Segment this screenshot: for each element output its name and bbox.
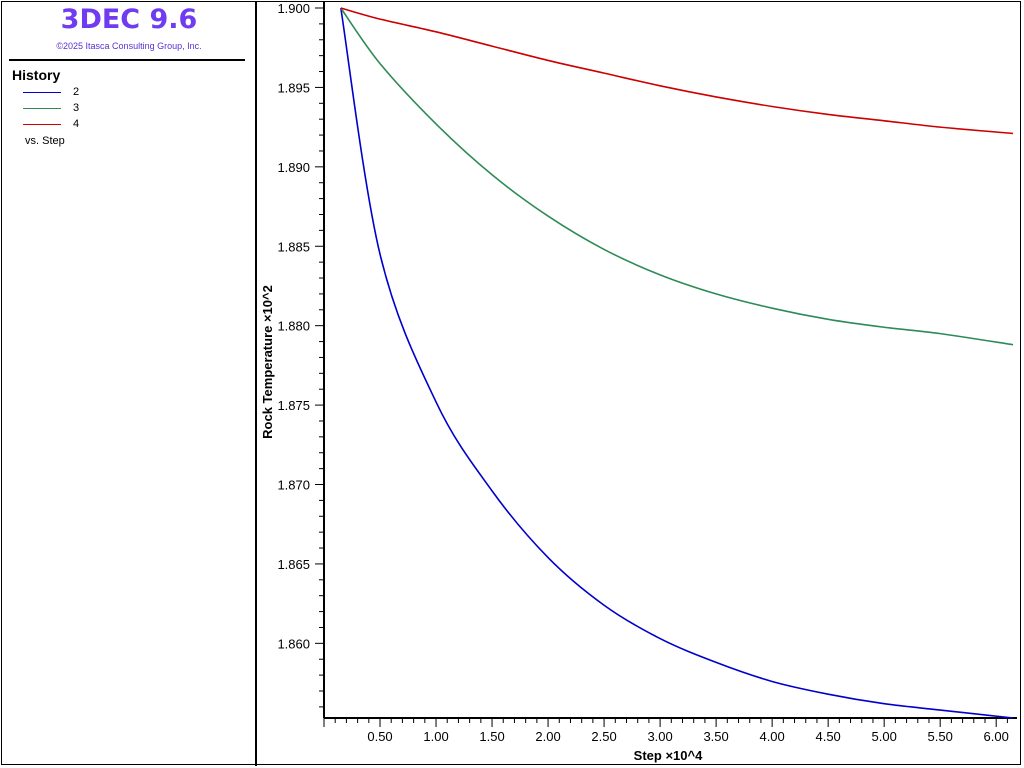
legend-item-2: 2 bbox=[23, 86, 223, 100]
x-tick-label: 0.50 bbox=[367, 729, 392, 744]
y-tick-label: 1.875 bbox=[277, 398, 310, 413]
x-tick-label: 2.50 bbox=[591, 729, 616, 744]
plot-series bbox=[340, 7, 1014, 719]
versus-label: vs. Step bbox=[25, 135, 65, 147]
history-heading: History bbox=[12, 67, 61, 83]
y-tick-label: 1.870 bbox=[277, 478, 310, 493]
y-tick-label: 1.865 bbox=[277, 557, 310, 572]
legend-label-4: 4 bbox=[73, 118, 80, 130]
series-line-2 bbox=[340, 7, 1014, 719]
legend-label-2: 2 bbox=[73, 86, 80, 98]
y-tick-label: 1.890 bbox=[277, 160, 310, 175]
series-line-4 bbox=[340, 7, 1014, 135]
legend-item-3: 3 bbox=[23, 102, 223, 116]
legend-swatch-4 bbox=[23, 124, 61, 125]
x-tick-label: 4.00 bbox=[759, 729, 784, 744]
plot-axes bbox=[323, 2, 1017, 719]
app-title: 3DEC 9.6 bbox=[60, 4, 198, 35]
x-tick-label: 3.50 bbox=[703, 729, 728, 744]
legend-panel: 3DEC 9.6 ©2025 Itasca Consulting Group, … bbox=[1, 1, 257, 766]
x-tick-label: 6.00 bbox=[984, 729, 1009, 744]
title-divider bbox=[9, 59, 245, 61]
x-tick-label: 2.00 bbox=[535, 729, 560, 744]
x-tick-label: 3.00 bbox=[647, 729, 672, 744]
x-tick-label: 4.50 bbox=[815, 729, 840, 744]
y-axis-title: Rock Temperature ×10^2 bbox=[260, 285, 275, 439]
legend-label-3: 3 bbox=[73, 102, 80, 114]
y-tick-label: 1.900 bbox=[277, 1, 310, 16]
x-tick-label: 1.00 bbox=[423, 729, 448, 744]
legend-swatch-2 bbox=[23, 92, 61, 93]
y-tick-label: 1.860 bbox=[277, 636, 310, 651]
legend-item-4: 4 bbox=[23, 118, 223, 132]
y-tick-label: 1.885 bbox=[277, 239, 310, 254]
x-axis-title: Step ×10^4 bbox=[634, 748, 703, 763]
x-tick-label: 1.50 bbox=[479, 729, 504, 744]
plot-ticks: 1.860 1.865 1.870 1.875 1.880 1.885 1.890 1.895… bbox=[277, 1, 1008, 744]
x-tick-label: 5.50 bbox=[928, 729, 953, 744]
series-line-3 bbox=[340, 7, 1014, 346]
copyright-text: ©2025 Itasca Consulting Group, Inc. bbox=[56, 41, 202, 51]
x-tick-label: 5.00 bbox=[872, 729, 897, 744]
y-tick-label: 1.895 bbox=[277, 80, 310, 95]
legend-swatch-3 bbox=[23, 108, 61, 109]
y-tick-label: 1.880 bbox=[277, 319, 310, 334]
